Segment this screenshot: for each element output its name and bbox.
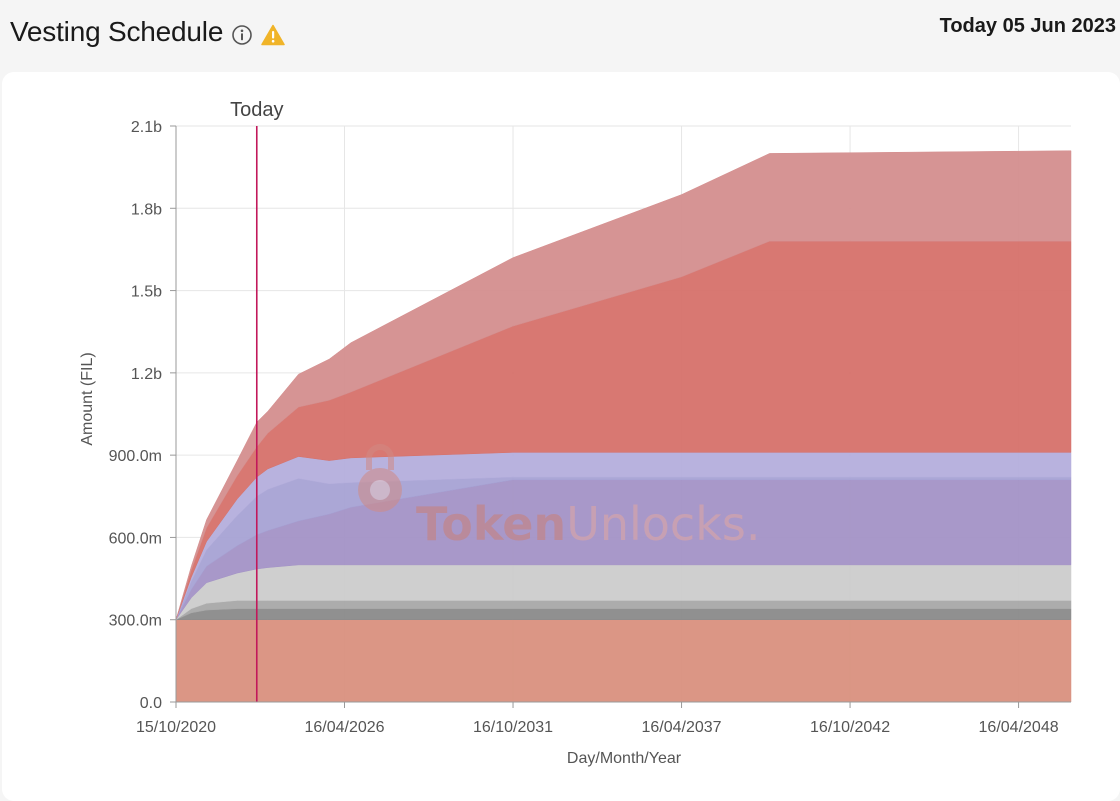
- chart-card: TokenUnlocks. Today 0.0 300.0m 600.0m 900.0…: [2, 72, 1120, 801]
- area-series-9: [175, 150, 1072, 620]
- x-tick-label: 16/04/2037: [642, 719, 722, 736]
- y-tick-label: 900.0m: [109, 448, 162, 465]
- y-tick-label: 1.8b: [131, 201, 162, 218]
- chart-areas: [175, 150, 1072, 703]
- y-tick-label: 1.2b: [131, 366, 162, 383]
- chart-axes: 0.0 300.0m 600.0m 900.0m 1.2b 1.5b 1.8b 2.1b 15/…: [109, 119, 1071, 736]
- today-marker: Today: [230, 99, 283, 702]
- x-tick-label: 15/10/2020: [136, 719, 216, 736]
- area-series-1: [175, 619, 1072, 703]
- y-tick-label: 1.5b: [131, 284, 162, 301]
- today-date-label: Today 05 Jun 2023: [939, 15, 1116, 37]
- x-tick-label: 16/04/2048: [979, 719, 1059, 736]
- y-tick-label: 2.1b: [131, 119, 162, 136]
- lock-logo-icon: [358, 444, 402, 512]
- x-axis-label: Day/Month/Year: [567, 750, 682, 767]
- watermark-brand-bold: Token: [416, 497, 566, 551]
- info-circle-icon[interactable]: [231, 21, 253, 45]
- y-axis-label: Amount (FIL): [79, 352, 96, 445]
- area-series-2: [175, 608, 1072, 620]
- page-title: Vesting Schedule: [10, 16, 285, 48]
- warning-triangle-icon[interactable]: [261, 21, 285, 46]
- y-tick-label: 300.0m: [109, 613, 162, 630]
- watermark-brand-light: Unlocks.: [566, 497, 760, 551]
- y-tick-label: 0.0: [140, 695, 162, 712]
- today-marker-label: Today: [230, 99, 283, 121]
- vesting-chart: TokenUnlocks. Today 0.0 300.0m 600.0m 900.0…: [79, 99, 1072, 767]
- title-text: Vesting Schedule: [10, 16, 224, 47]
- y-tick-label: 600.0m: [109, 530, 162, 547]
- x-tick-label: 16/10/2042: [810, 719, 890, 736]
- tokenunlocks-watermark: TokenUnlocks.: [358, 444, 760, 551]
- x-tick-label: 16/04/2026: [304, 719, 384, 736]
- watermark-brand: TokenUnlocks.: [416, 497, 760, 551]
- header: Vesting Schedule Today 05 Jun 2023: [0, 0, 1120, 70]
- x-tick-label: 16/10/2031: [473, 719, 553, 736]
